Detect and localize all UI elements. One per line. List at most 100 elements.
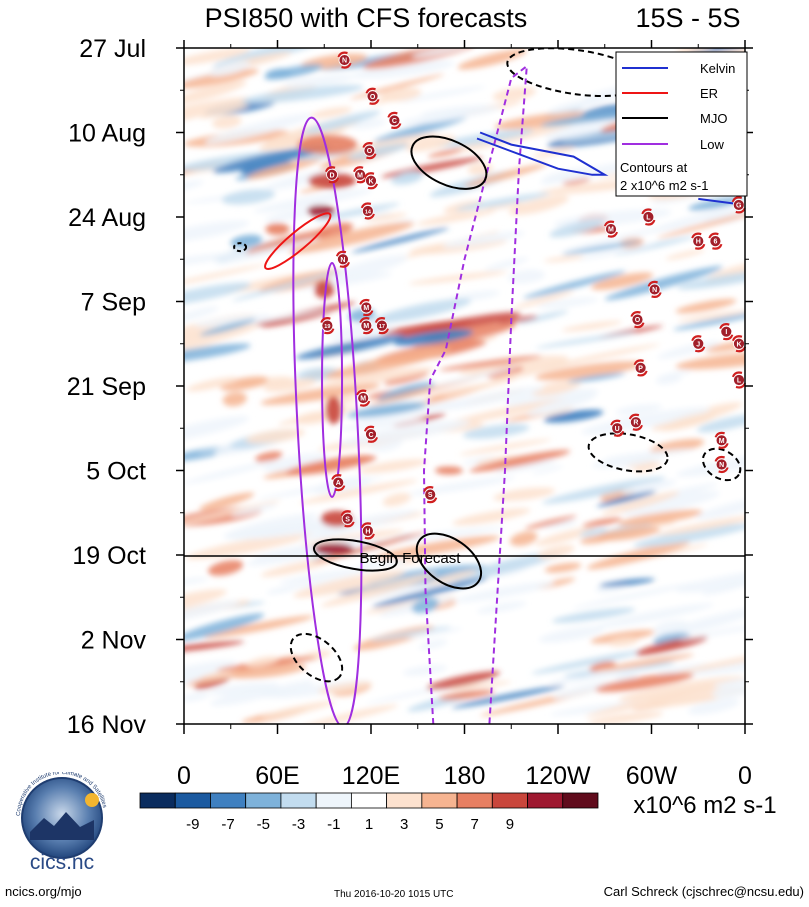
anomaly-blob bbox=[601, 491, 680, 516]
storm-marker: L bbox=[641, 208, 656, 226]
mjo-contour bbox=[312, 538, 398, 572]
anomaly-blob bbox=[426, 671, 501, 690]
anomaly-blob bbox=[255, 451, 283, 463]
storm-label: M bbox=[360, 396, 366, 403]
anomaly-blob bbox=[288, 222, 415, 254]
mjo-contour bbox=[410, 135, 488, 190]
anomaly-blob bbox=[245, 428, 306, 444]
anomaly-blob bbox=[416, 209, 496, 226]
forecast-label: Begin Forecast bbox=[360, 550, 462, 567]
anomaly-blob bbox=[407, 627, 463, 638]
storm-swirl bbox=[719, 323, 734, 341]
low-contour-dashed bbox=[422, 63, 528, 724]
anomaly-blob bbox=[614, 235, 696, 256]
storm-label: N bbox=[652, 287, 657, 294]
anomaly-blob bbox=[310, 107, 352, 119]
storm-label: C bbox=[392, 118, 397, 125]
anomaly-blob bbox=[442, 377, 519, 397]
anomaly-blob bbox=[524, 515, 577, 529]
storm-marker: N bbox=[714, 455, 729, 474]
anomaly-blob bbox=[382, 492, 412, 507]
colorbar-tick-label: -5 bbox=[257, 816, 270, 833]
anomaly-blob bbox=[240, 310, 329, 325]
anomaly-blob bbox=[484, 257, 529, 271]
storm-dot bbox=[363, 144, 376, 157]
anomaly-blob bbox=[184, 460, 276, 485]
anomaly-blob bbox=[578, 243, 656, 261]
storm-marker: P bbox=[633, 359, 648, 377]
storm-swirl bbox=[337, 51, 352, 69]
anomaly-blob bbox=[313, 532, 426, 563]
anomaly-blob bbox=[676, 650, 745, 674]
anomaly-blob bbox=[351, 227, 450, 253]
anomaly-blob bbox=[427, 148, 463, 158]
anomaly-blob bbox=[372, 577, 488, 608]
anomaly-blob bbox=[246, 157, 322, 180]
anomaly-blob bbox=[508, 195, 569, 216]
anomaly-blob bbox=[599, 578, 655, 587]
x-axis: 0 60E 120E 180 120W 60W 0 bbox=[177, 40, 752, 790]
legend-label-mjo: MJO bbox=[700, 111, 727, 126]
low-contour bbox=[292, 116, 363, 724]
legend: Kelvin ER MJO Low Contours at 2 x10^6 m2… bbox=[615, 51, 748, 197]
y-tick-label: 21 Sep bbox=[67, 373, 146, 401]
storm-label: M bbox=[357, 172, 363, 179]
anomaly-blob bbox=[260, 383, 381, 405]
footer-timestamp: Thu 2016-10-20 1015 UTC bbox=[334, 889, 454, 900]
storm-marker: D bbox=[324, 166, 340, 184]
anomaly-blob bbox=[351, 119, 387, 130]
y-tick-label: 10 Aug bbox=[68, 120, 146, 148]
anomaly-core bbox=[265, 223, 290, 236]
anomaly-blob bbox=[617, 509, 703, 526]
anomaly-blob bbox=[634, 462, 661, 473]
storm-dot bbox=[424, 488, 437, 501]
anomaly-blob bbox=[675, 567, 745, 593]
anomaly-blob bbox=[379, 87, 422, 102]
storm-label: M bbox=[608, 227, 614, 234]
anomaly-blob bbox=[208, 560, 244, 576]
anomaly-blob bbox=[634, 696, 721, 710]
anomaly-blob bbox=[542, 476, 666, 504]
mjo-contour-dashed bbox=[233, 242, 248, 253]
storm-dot bbox=[376, 319, 388, 332]
anomaly-blob bbox=[591, 455, 664, 469]
footer-site[interactable]: ncics.org/mjo bbox=[5, 884, 82, 899]
colorbar-swatch bbox=[491, 792, 528, 809]
anomaly-blob bbox=[696, 413, 745, 433]
anomaly-blob bbox=[458, 355, 569, 375]
anomaly-blob bbox=[300, 704, 398, 724]
anomaly-blob bbox=[357, 559, 408, 569]
storm-label: M bbox=[363, 323, 369, 330]
colorbar-swatch bbox=[210, 792, 247, 809]
storm-label: S bbox=[428, 492, 433, 499]
anomaly-blob bbox=[301, 110, 381, 135]
storm-marker: K bbox=[363, 172, 379, 190]
mjo-contour bbox=[415, 532, 482, 590]
storm-marker: I bbox=[719, 323, 734, 341]
anomaly-blob bbox=[552, 607, 636, 623]
storm-dot bbox=[326, 168, 338, 181]
colorbar-swatch bbox=[386, 792, 423, 809]
storm-swirl bbox=[356, 389, 371, 407]
anomaly-blob bbox=[535, 527, 596, 546]
storm-marker: R bbox=[628, 413, 643, 431]
legend-label-kelvin: Kelvin bbox=[700, 61, 735, 76]
storm-marker: M bbox=[359, 298, 374, 317]
anomaly-blob bbox=[453, 581, 555, 603]
er-contour bbox=[264, 212, 332, 271]
storm-dot bbox=[361, 205, 374, 217]
anomaly-blob bbox=[325, 347, 451, 379]
storm-marker: J bbox=[691, 335, 706, 353]
anomaly-blob bbox=[531, 650, 646, 675]
anomaly-blob bbox=[295, 335, 406, 360]
anomaly-blob bbox=[585, 685, 715, 718]
anomaly-blob bbox=[635, 635, 708, 656]
anomaly-core bbox=[434, 466, 463, 475]
anomaly-blob bbox=[199, 319, 256, 336]
storm-marker: M bbox=[714, 431, 729, 449]
anomaly-blob bbox=[400, 106, 501, 125]
anomaly-blob bbox=[347, 143, 410, 160]
anomaly-blob bbox=[285, 455, 377, 476]
anomaly-blob bbox=[513, 290, 575, 309]
storm-marker: 14 bbox=[360, 202, 375, 220]
